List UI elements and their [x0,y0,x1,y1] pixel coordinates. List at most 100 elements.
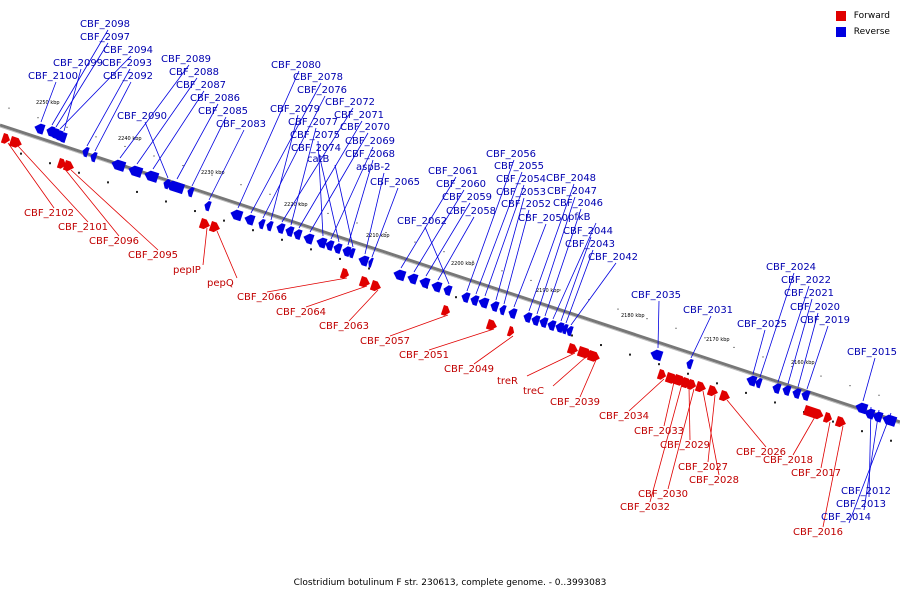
reverse-gene-arrow[interactable] [754,377,763,389]
reverse-gene-arrow[interactable] [685,358,694,370]
reverse-gene-arrow[interactable] [649,348,664,362]
reverse-gene-label[interactable]: CBF_2089 [161,54,211,65]
reverse-gene-label[interactable]: CBF_2059 [442,192,492,203]
reverse-gene-label[interactable]: CBF_2050 [518,213,568,224]
reverse-gene-label[interactable]: CBF_2015 [847,347,897,358]
reverse-gene-arrow[interactable] [243,213,256,226]
reverse-gene-arrow[interactable] [498,304,507,316]
forward-gene-label[interactable]: CBF_2028 [689,475,739,486]
reverse-gene-label[interactable]: CBF_2093 [102,58,152,69]
forward-gene-label[interactable]: CBF_2034 [599,411,649,422]
reverse-gene-label[interactable]: CBF_2071 [334,110,384,121]
forward-gene-label[interactable]: CBF_2032 [620,502,670,513]
reverse-gene-label[interactable]: CBF_2076 [297,85,347,96]
reverse-gene-label[interactable]: CBF_2061 [428,166,478,177]
reverse-gene-arrow[interactable] [57,131,68,144]
forward-gene-label[interactable]: CBF_2096 [89,236,139,247]
forward-gene-label[interactable]: CBF_2027 [678,462,728,473]
reverse-gene-arrow[interactable] [275,222,286,235]
reverse-gene-arrow[interactable] [745,374,758,387]
reverse-gene-arrow[interactable] [863,407,876,420]
reverse-gene-label[interactable]: catB [307,154,330,165]
reverse-gene-arrow[interactable] [324,239,335,252]
forward-gene-label[interactable]: pepQ [207,278,234,289]
reverse-gene-arrow[interactable] [565,325,574,337]
forward-gene-arrow[interactable] [369,280,383,293]
forward-gene-arrow[interactable] [576,346,593,360]
reverse-gene-arrow[interactable] [110,158,127,172]
reverse-gene-label[interactable]: CBF_2053 [496,187,546,198]
reverse-gene-label[interactable]: CBF_2031 [683,305,733,316]
forward-gene-label[interactable]: CBF_2033 [634,426,684,437]
reverse-gene-arrow[interactable] [89,151,98,163]
reverse-gene-label[interactable]: CBF_2056 [486,149,536,160]
reverse-gene-label[interactable]: CBF_2012 [841,486,891,497]
reverse-gene-arrow[interactable] [186,186,195,198]
forward-gene-arrow[interactable] [672,374,688,387]
reverse-gene-arrow[interactable] [522,311,533,324]
forward-gene-label[interactable]: treC [523,386,544,397]
reverse-gene-arrow[interactable] [257,218,266,230]
reverse-gene-arrow[interactable] [430,280,443,293]
reverse-gene-arrow[interactable] [771,382,782,395]
forward-gene-arrow[interactable] [198,218,212,231]
reverse-gene-label[interactable]: CBF_2086 [190,93,240,104]
forward-gene-arrow[interactable] [56,158,68,170]
forward-gene-arrow[interactable] [8,136,24,149]
reverse-gene-label[interactable]: CBF_2054 [496,174,546,185]
reverse-gene-label[interactable]: pfkB [568,212,591,223]
forward-gene-arrow[interactable] [694,381,708,394]
reverse-gene-arrow[interactable] [203,200,212,212]
reverse-gene-label[interactable]: CBF_2043 [565,239,615,250]
reverse-gene-arrow[interactable] [489,300,500,313]
reverse-gene-arrow[interactable] [33,122,46,135]
reverse-gene-label[interactable]: CBF_2098 [80,19,130,30]
reverse-gene-label[interactable]: CBF_2077 [288,117,338,128]
reverse-gene-arrow[interactable] [469,294,480,307]
reverse-gene-label[interactable]: CBF_2020 [790,302,840,313]
forward-gene-arrow[interactable] [208,221,222,234]
reverse-gene-arrow[interactable] [127,164,144,178]
forward-gene-label[interactable]: CBF_2018 [763,455,813,466]
reverse-gene-arrow[interactable] [229,208,244,222]
reverse-gene-arrow[interactable] [460,291,471,304]
forward-gene-label[interactable]: CBF_2101 [58,222,108,233]
forward-gene-label[interactable]: CBF_2064 [276,307,326,318]
forward-gene-arrow[interactable] [62,160,76,173]
reverse-gene-label[interactable]: CBF_2052 [501,199,551,210]
reverse-gene-label[interactable]: CBF_2070 [340,122,390,133]
forward-gene-arrow[interactable] [440,305,452,317]
reverse-gene-label[interactable]: CBF_2083 [216,119,266,130]
reverse-gene-arrow[interactable] [357,254,370,267]
forward-gene-arrow[interactable] [686,379,698,391]
reverse-gene-label[interactable]: aspB-2 [356,162,391,173]
reverse-gene-label[interactable]: CBF_2025 [737,319,787,330]
reverse-gene-label[interactable]: CBF_2097 [80,32,130,43]
reverse-gene-arrow[interactable] [143,169,160,183]
reverse-gene-arrow[interactable] [284,225,295,238]
reverse-gene-arrow[interactable] [81,146,90,158]
reverse-gene-label[interactable]: CBF_2048 [546,173,596,184]
reverse-gene-label[interactable]: CBF_2080 [271,60,321,71]
reverse-gene-label[interactable]: CBF_2087 [176,80,226,91]
forward-gene-arrow[interactable] [339,268,351,280]
forward-gene-label[interactable]: CBF_2051 [399,350,449,361]
forward-gene-arrow[interactable] [706,385,720,398]
reverse-gene-label[interactable]: CBF_2090 [117,111,167,122]
reverse-gene-label[interactable]: CBF_2055 [494,161,544,172]
reverse-gene-arrow[interactable] [442,284,453,297]
reverse-gene-label[interactable]: CBF_2046 [553,198,603,209]
reverse-gene-arrow[interactable] [332,242,343,255]
forward-gene-label[interactable]: CBF_2102 [24,208,74,219]
reverse-gene-label[interactable]: CBF_2013 [836,499,886,510]
reverse-gene-label[interactable]: CBF_2094 [103,45,153,56]
forward-gene-label[interactable]: CBF_2063 [319,321,369,332]
forward-gene-label[interactable]: CBF_2049 [444,364,494,375]
forward-gene-arrow[interactable] [506,326,516,337]
reverse-gene-arrow[interactable] [477,296,490,309]
forward-gene-label[interactable]: CBF_2095 [128,250,178,261]
reverse-gene-arrow[interactable] [781,384,792,397]
reverse-gene-label[interactable]: CBF_2092 [103,71,153,82]
reverse-gene-arrow[interactable] [367,257,374,268]
reverse-gene-arrow[interactable] [347,247,356,259]
